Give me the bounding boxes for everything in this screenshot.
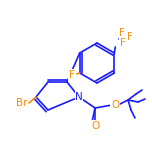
Text: F: F <box>69 70 75 80</box>
Text: F: F <box>119 38 125 48</box>
Text: N: N <box>75 92 83 102</box>
Text: F: F <box>119 28 124 38</box>
Text: O: O <box>91 121 99 131</box>
Text: F: F <box>126 32 132 42</box>
Text: O: O <box>111 100 119 110</box>
Text: Br: Br <box>16 98 28 108</box>
